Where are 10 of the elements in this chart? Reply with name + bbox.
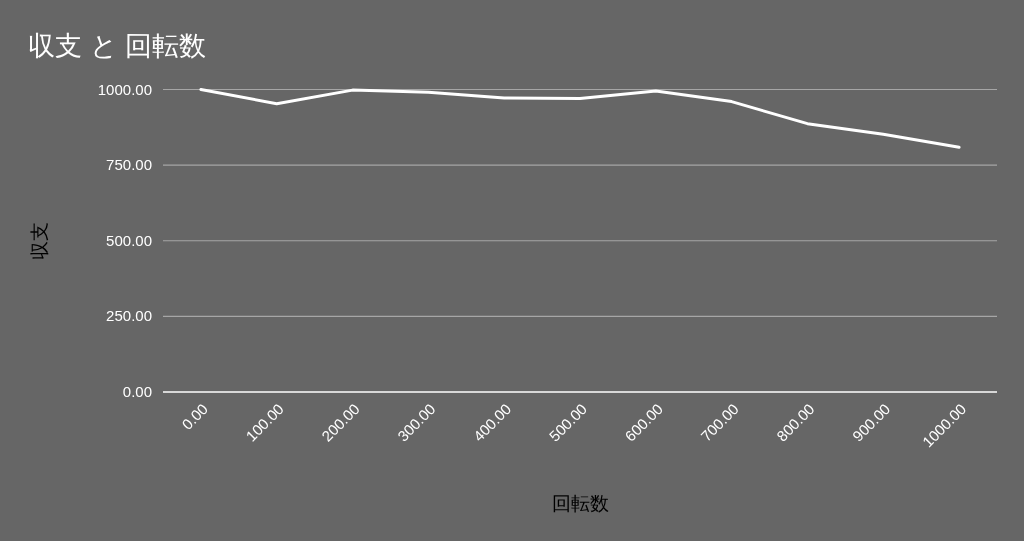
x-axis-title: 回転数 [551, 493, 609, 514]
y-tick-label: 1000.00 [97, 80, 152, 98]
y-tick-label: 500.00 [106, 231, 152, 249]
chart-title: 収支 と 回転数 [28, 31, 207, 61]
y-tick-label: 250.00 [106, 307, 152, 325]
y-axis-title: 収支 [29, 222, 50, 260]
line-series [199, 88, 961, 149]
x-tick-label: 0.00 [178, 400, 212, 433]
y-tick-label: 750.00 [106, 156, 152, 174]
y-tick-label: 0.00 [122, 383, 152, 400]
